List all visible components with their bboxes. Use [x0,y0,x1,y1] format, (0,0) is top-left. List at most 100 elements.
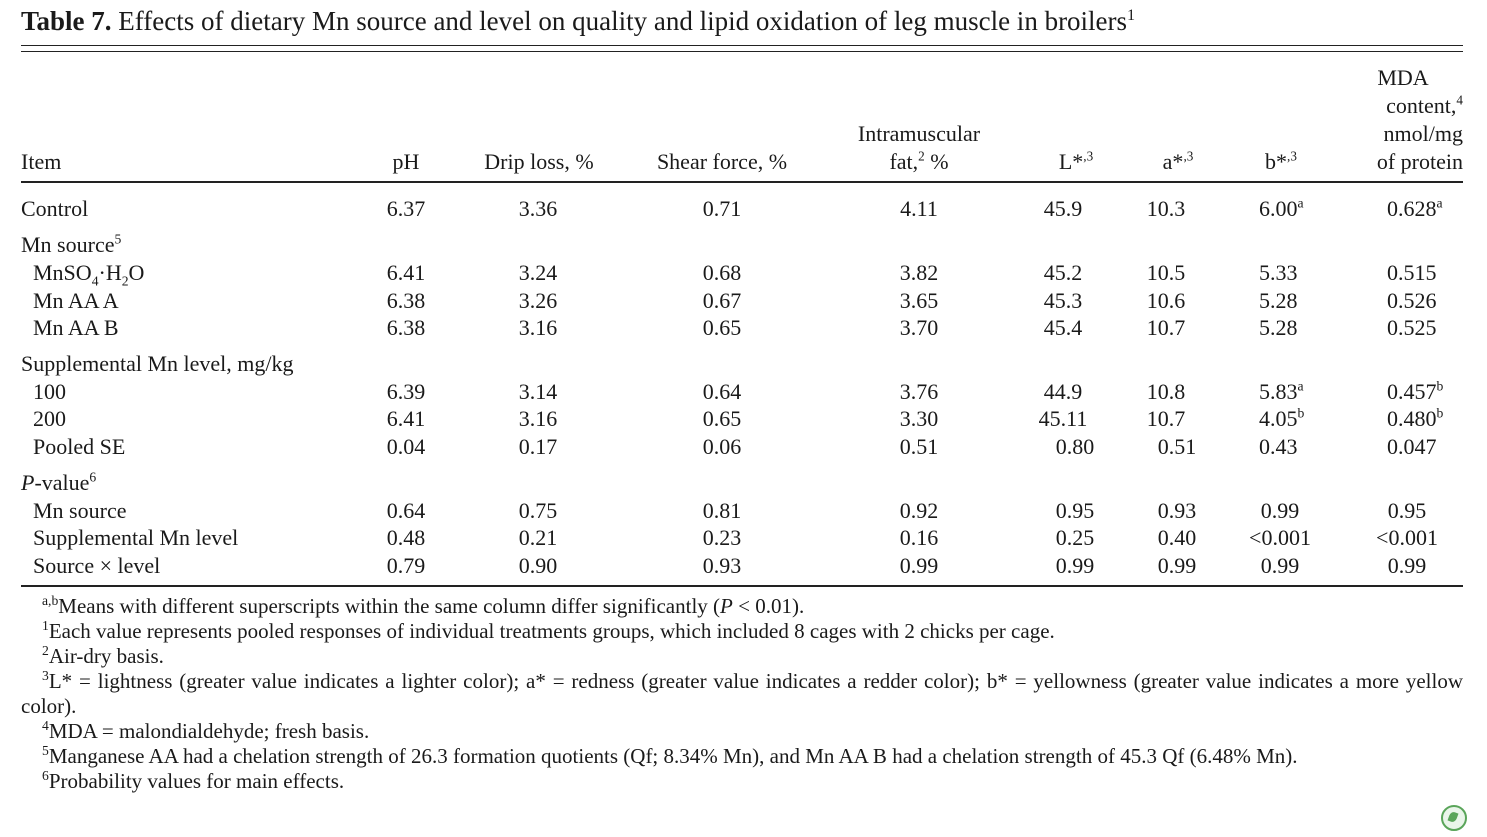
header-l-star: L*,3 [1031,148,1121,176]
table-row-level-200: 200 6.41 3.16 0.65 3.30 45.11 10.7 4.05b… [21,405,1463,433]
cell-b-star: 5.83 [1259,379,1298,404]
cell-mda: 0.515 [1387,260,1437,285]
header-b-label: b* [1265,149,1288,174]
cell-b-star: 0.43 [1259,434,1298,459]
header-item-label: Item [21,149,62,174]
cell-mda: 0.628 [1387,196,1437,221]
cell-b-star-superscript: a [1297,195,1304,211]
cell-a-star: 0.93 [1157,498,1197,523]
header-shear-force: Shear force, % [636,148,808,176]
table-row-p-mn-source: Mn source 0.64 0.75 0.81 0.92 0.95 0.93 … [21,497,1463,525]
footnote-2: 2Air-dry basis. [42,643,164,668]
cell-mda: 0.480 [1387,406,1437,431]
cell-shear-force: 0.68 [702,260,742,285]
cell-a-star: 10.8 [1146,379,1186,404]
header-drip-loss-label: Drip loss, % [484,149,594,174]
cell-shear-force: 0.64 [702,379,742,404]
cell-ph: 0.79 [386,553,426,578]
section-label-mn-source: Mn source [21,232,115,257]
table-section-p-value: P-value6 [21,469,1463,497]
cell-l-star: 45.2 [1043,260,1083,285]
header-l-label: L* [1058,149,1084,174]
header-rule [21,181,1463,183]
cell-mda: 0.526 [1387,288,1437,313]
header-mda-line2: content, [1386,93,1457,118]
cell-mda: 0.95 [1387,498,1427,523]
cell-intramuscular-fat: 3.76 [899,379,939,404]
cell-drip-loss: 0.90 [518,553,558,578]
header-imf-line1: Intramuscular [857,121,981,146]
cell-a-star: 0.51 [1157,434,1197,459]
cell-b-star: 4.05 [1259,406,1298,431]
cell-b-star: 5.28 [1259,315,1298,340]
cell-l-star: 44.9 [1043,379,1083,404]
table-row-mn-aa-a: Mn AA A 6.38 3.26 0.67 3.65 45.3 10.6 5.… [21,287,1463,315]
cell-intramuscular-fat: 4.11 [900,196,938,221]
header-b-star: b*,3 [1236,148,1326,176]
cell-drip-loss: 3.24 [518,260,558,285]
header-l-sup: ,3 [1083,148,1094,164]
row-label-p-supplemental-level: Supplemental Mn level [33,525,239,550]
cell-shear-force: 0.67 [702,288,742,313]
cell-a-star: 10.7 [1146,406,1186,431]
row-label-mn-aa-a: Mn AA A [33,288,119,313]
header-drip-loss: Drip loss, % [461,148,617,176]
table-caption: Table 7. Effects of dietary Mn source an… [21,6,1135,37]
cell-shear-force: 0.71 [702,196,742,221]
footnote-3: 3L* = lightness (greater value indicates… [21,668,1463,718]
row-label-mn-aa-b: Mn AA B [33,315,119,340]
cell-b-star: 0.99 [1260,553,1300,578]
cell-a-star: 10.5 [1146,260,1186,285]
header-intramuscular-fat: Intramuscular fat,2 % [826,120,1012,176]
cell-mda-superscript: a [1436,195,1443,211]
cell-shear-force: 0.65 [702,315,742,340]
cell-drip-loss: 3.14 [518,379,558,404]
header-shear-force-label: Shear force, % [656,149,788,174]
header-mda-content: MDA content,4 nmol/mg of protein [1343,64,1463,176]
footnote-6: 6Probability values for main effects. [42,768,345,793]
cell-drip-loss: 3.16 [518,406,558,431]
cell-shear-force: 0.81 [702,498,742,523]
cell-l-star: 0.95 [1055,498,1095,523]
cell-a-star: 0.99 [1157,553,1197,578]
header-mda-sup: 4 [1456,92,1463,108]
table-row-mn-aa-b: Mn AA B 6.38 3.16 0.65 3.70 45.4 10.7 5.… [21,314,1463,342]
cell-l-star: 0.25 [1055,525,1095,550]
cell-l-star: 0.99 [1055,553,1095,578]
table-row-pooled-se: Pooled SE 0.04 0.17 0.06 0.51 0.80 0.51 … [21,433,1463,461]
cell-drip-loss: 0.17 [518,434,558,459]
cell-ph: 0.04 [386,434,426,459]
cell-ph: 6.39 [386,379,426,404]
table-row-p-source-by-level: Source × level 0.79 0.90 0.93 0.99 0.99 … [21,552,1463,580]
cell-b-star-superscript: a [1297,378,1304,394]
header-a-label: a* [1162,149,1184,174]
header-b-sup: ,3 [1287,148,1297,164]
cell-ph: 0.48 [386,525,426,550]
section-label-p-value: P-value6 [21,469,97,495]
table-caption-footnote-mark: 1 [1127,6,1136,24]
cell-intramuscular-fat: 0.99 [899,553,939,578]
cell-intramuscular-fat: 0.16 [899,525,939,550]
cell-intramuscular-fat: 3.65 [899,288,939,313]
cell-ph: 0.64 [386,498,426,523]
footnote-5: 5Manganese AA had a chelation strength o… [42,743,1298,768]
header-item: Item [21,148,61,176]
table-section-mn-source: Mn source5 [21,231,1463,259]
cell-a-star: 0.40 [1157,525,1197,550]
cell-intramuscular-fat: 0.51 [899,434,939,459]
cell-b-star: 0.99 [1260,498,1300,523]
cell-a-star: 10.7 [1146,315,1186,340]
cell-b-star: <0.001 [1249,525,1311,550]
header-mda-line4: of protein [1376,149,1463,174]
top-rule-1 [21,45,1463,46]
cell-shear-force: 0.65 [702,406,742,431]
cell-a-star: 10.6 [1146,288,1186,313]
cell-drip-loss: 3.36 [518,196,558,221]
cell-drip-loss: 3.16 [518,315,558,340]
section-label-supplemental-level: Supplemental Mn level, mg/kg [21,351,294,376]
header-a-sup: ,3 [1183,148,1194,164]
cell-ph: 6.38 [386,315,426,340]
table-section-supplemental-level: Supplemental Mn level, mg/kg [21,350,1463,378]
footnote-4: 4MDA = malondialdehyde; fresh basis. [42,718,370,743]
table-caption-text: Effects of dietary Mn source and level o… [118,6,1128,36]
